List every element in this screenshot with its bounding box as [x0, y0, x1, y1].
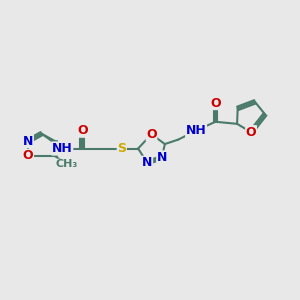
- Text: NH: NH: [52, 142, 73, 155]
- Text: CH₃: CH₃: [55, 159, 77, 169]
- Text: S: S: [117, 142, 126, 155]
- Text: N: N: [23, 135, 33, 148]
- Text: O: O: [210, 97, 221, 110]
- Text: NH: NH: [186, 124, 206, 137]
- Text: O: O: [246, 126, 256, 139]
- Text: O: O: [146, 128, 157, 141]
- Text: O: O: [23, 149, 34, 162]
- Text: O: O: [77, 124, 88, 137]
- Text: N: N: [157, 151, 167, 164]
- Text: N: N: [142, 156, 152, 169]
